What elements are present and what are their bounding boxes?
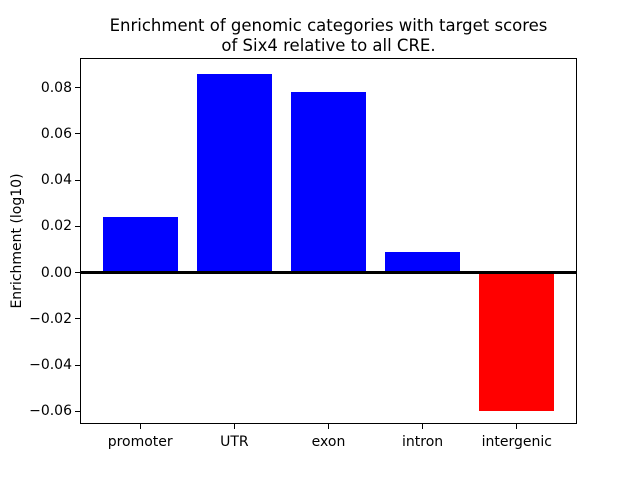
chart-title-line2: of Six4 relative to all CRE.: [221, 36, 436, 55]
y-tick-label: −0.04: [29, 357, 72, 373]
bar-exon: [290, 92, 367, 273]
y-tick: [75, 318, 80, 320]
x-tick-label-UTR: UTR: [220, 434, 249, 450]
bar-promoter: [102, 217, 178, 273]
y-tick: [75, 364, 80, 366]
x-tick: [422, 424, 424, 429]
x-tick: [139, 424, 141, 429]
chart-title-line1: Enrichment of genomic categories with ta…: [109, 16, 548, 35]
x-tick: [233, 424, 235, 429]
x-tick-label-promoter: promoter: [107, 434, 173, 450]
y-tick-label: −0.06: [29, 403, 72, 420]
x-tick-label-intron: intron: [402, 434, 444, 450]
y-tick-label: 0.08: [40, 79, 72, 96]
y-tick-label: 0.06: [40, 125, 72, 142]
plot-area: [80, 58, 577, 424]
y-tick-label: 0.04: [40, 172, 72, 189]
y-tick: [75, 133, 80, 135]
y-tick-label: −0.02: [29, 310, 72, 327]
chart-title: Enrichment of genomic categories with ta…: [80, 16, 577, 56]
y-tick: [75, 272, 80, 274]
zero-line: [80, 271, 577, 275]
y-tick-label: 0.02: [40, 218, 72, 235]
y-tick: [75, 87, 80, 89]
x-tick-label-intergenic: intergenic: [481, 434, 552, 450]
x-tick: [328, 424, 329, 429]
bar-intergenic: [479, 272, 555, 412]
bar-intron: [385, 251, 461, 273]
y-tick: [75, 225, 80, 227]
bar-UTR: [196, 73, 272, 273]
y-tick-label: 0.00: [40, 264, 72, 281]
x-tick: [516, 424, 518, 429]
x-tick-label-exon: exon: [311, 434, 346, 450]
y-tick: [75, 410, 80, 412]
y-tick: [75, 179, 80, 181]
